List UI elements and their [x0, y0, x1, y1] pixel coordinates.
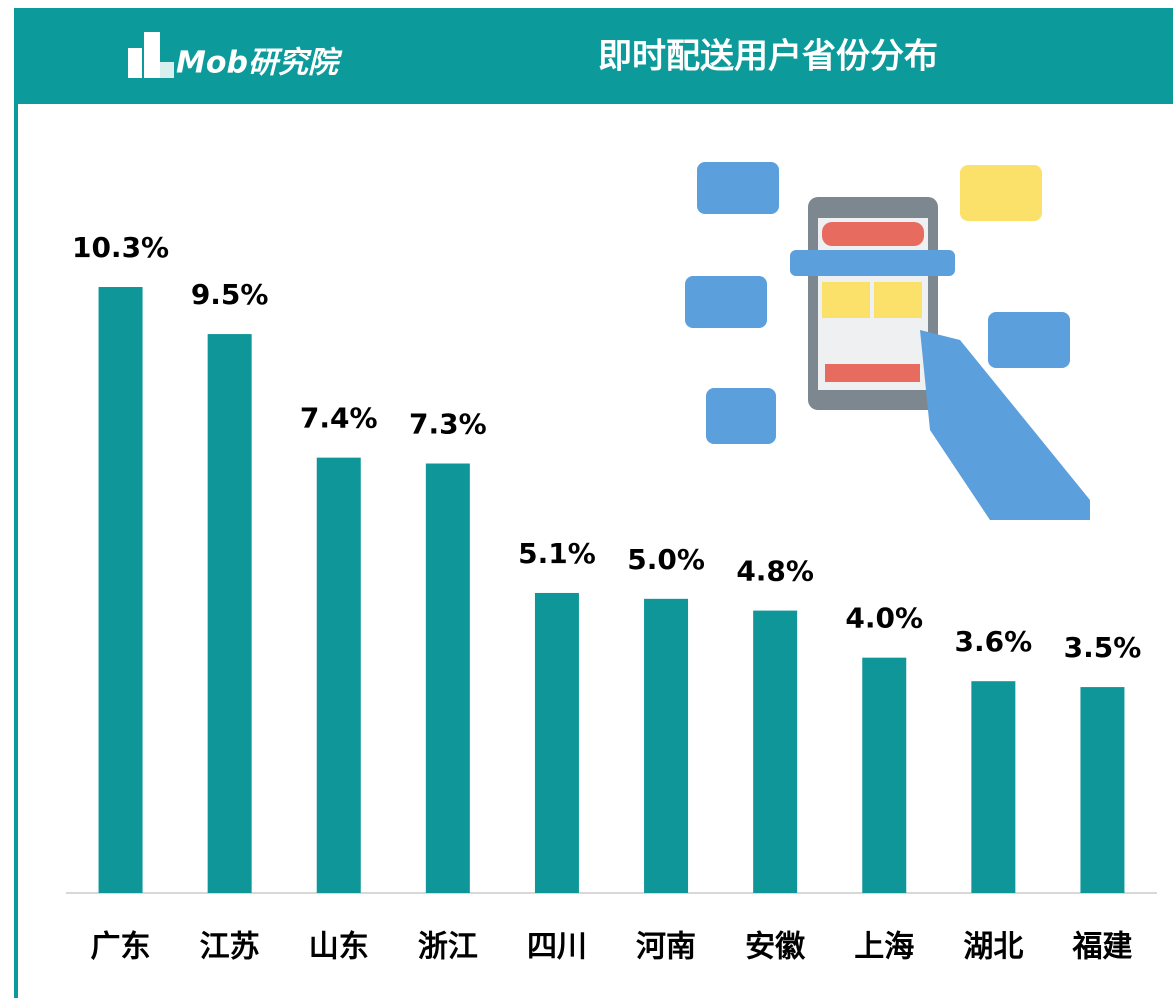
bar — [1080, 687, 1125, 893]
value-label: 5.0% — [627, 543, 705, 576]
value-label: 5.1% — [518, 537, 596, 570]
bar — [425, 463, 470, 893]
bubble — [685, 276, 767, 328]
bar — [644, 598, 689, 893]
logo-block — [160, 62, 174, 78]
value-label: 4.0% — [845, 602, 923, 635]
x-tick-label: 四川 — [527, 930, 587, 965]
logo-block — [144, 32, 160, 78]
bar — [753, 610, 798, 893]
bar — [971, 681, 1016, 893]
value-label: 10.3% — [72, 231, 169, 264]
left-border — [14, 8, 18, 998]
x-tick-label: 浙江 — [418, 930, 478, 965]
x-tick-label: 河南 — [636, 930, 696, 965]
sign — [822, 222, 924, 246]
bubble — [960, 165, 1042, 221]
header-band — [14, 8, 1173, 104]
value-label: 7.3% — [409, 408, 487, 441]
menu-item — [822, 282, 870, 318]
x-tick-label: 湖北 — [963, 930, 1023, 965]
x-tick-label: 福建 — [1071, 930, 1132, 965]
x-tick-label: 山东 — [309, 930, 369, 965]
bar — [98, 287, 143, 893]
x-tick-label: 安徽 — [745, 930, 806, 965]
bar — [862, 657, 907, 893]
awning — [790, 250, 955, 276]
x-tick-label: 广东 — [91, 930, 151, 965]
bar — [316, 457, 361, 893]
bar — [534, 592, 579, 893]
logo-block — [128, 48, 142, 78]
bubble — [706, 388, 776, 444]
x-tick-label: 上海 — [854, 930, 914, 965]
value-label: 3.6% — [955, 625, 1033, 658]
logo-icon — [128, 32, 174, 78]
menu-item — [874, 282, 922, 318]
bar — [207, 334, 252, 893]
x-tick-label: 江苏 — [200, 930, 260, 965]
order-button — [825, 364, 920, 382]
value-label: 4.8% — [736, 555, 814, 588]
bubble — [988, 312, 1070, 368]
illustration — [685, 162, 1090, 520]
value-label: 7.4% — [300, 402, 378, 435]
value-label: 9.5% — [191, 278, 269, 311]
bubble — [697, 162, 779, 214]
value-label: 3.5% — [1064, 631, 1142, 664]
brand: Mob研究院 — [176, 46, 343, 81]
arm — [920, 330, 1090, 520]
chart-title: 即时配送用户省份分布 — [598, 37, 938, 77]
